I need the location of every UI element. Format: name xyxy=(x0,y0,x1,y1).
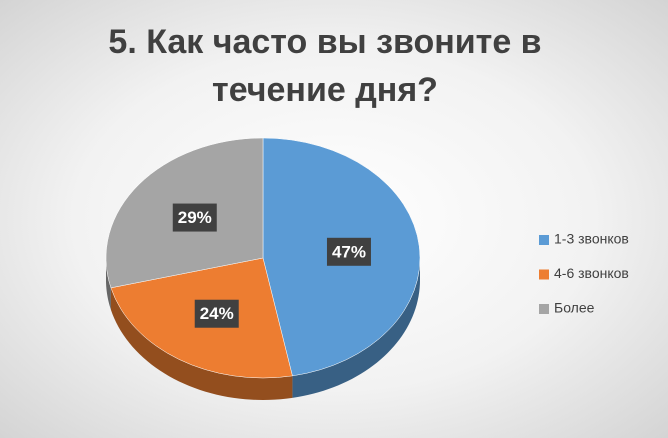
data-label-box xyxy=(194,299,239,328)
pie-side xyxy=(292,258,420,398)
pie-side xyxy=(106,258,111,310)
data-label-box xyxy=(326,237,371,266)
legend-label: Более xyxy=(554,300,595,316)
chart-title: 5. Как часто вы звоните в течение дня? xyxy=(108,23,542,109)
legend-marker xyxy=(539,304,549,314)
data-label: 24% xyxy=(200,304,234,323)
legend-label: 1-3 звонков xyxy=(554,231,629,247)
legend-label: 4-6 звонков xyxy=(554,265,629,281)
data-label-box xyxy=(172,203,217,232)
pie-side xyxy=(110,287,293,400)
legend-marker xyxy=(539,235,549,245)
legend-marker xyxy=(539,269,549,280)
data-label: 29% xyxy=(178,208,212,227)
data-label: 47% xyxy=(332,242,366,261)
